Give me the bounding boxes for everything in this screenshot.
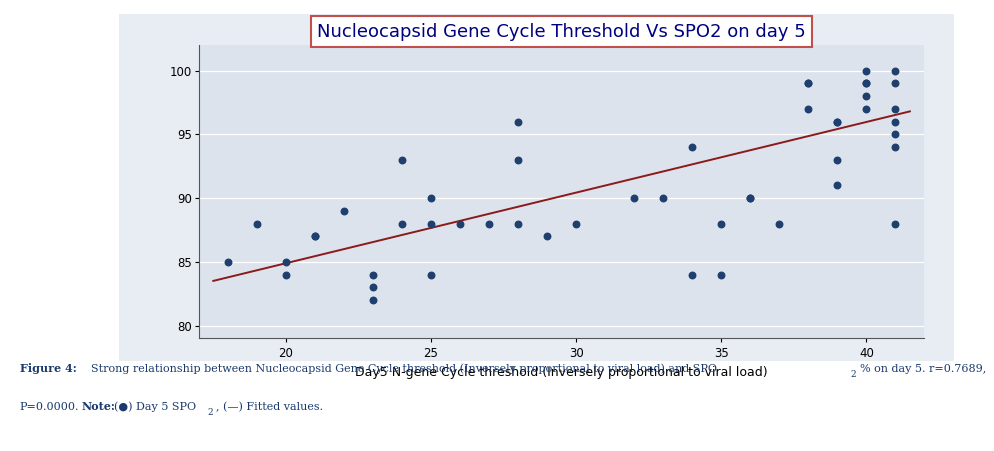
Point [481, 220, 497, 227]
Point [888, 118, 904, 125]
Point [888, 80, 904, 87]
Point [829, 156, 845, 163]
Point [743, 194, 758, 202]
Text: Strong relationship between Nucleocapsid Gene Cycle threshold (Inversely proport: Strong relationship between Nucleocapsid… [91, 364, 718, 374]
Text: (●) Day 5 SPO: (●) Day 5 SPO [114, 402, 197, 412]
Point [800, 80, 816, 87]
Point [220, 258, 236, 265]
Point [714, 220, 730, 227]
Text: , (—) Fitted values.: , (—) Fitted values. [216, 402, 323, 412]
Point [452, 220, 468, 227]
Point [307, 233, 323, 240]
Text: Note:: Note: [82, 401, 115, 412]
Point [800, 80, 816, 87]
Point [859, 80, 875, 87]
Point [336, 207, 352, 214]
Point [307, 233, 323, 240]
Point [743, 194, 758, 202]
Point [510, 118, 526, 125]
Point [365, 296, 381, 304]
Point [394, 156, 410, 163]
Point [510, 220, 526, 227]
Text: 2: 2 [208, 408, 214, 417]
Point [829, 182, 845, 189]
Point [423, 220, 439, 227]
Point [655, 194, 671, 202]
Point [248, 220, 264, 227]
Point [278, 271, 294, 278]
Point [626, 194, 642, 202]
Point [714, 271, 730, 278]
Point [888, 143, 904, 151]
Point [800, 105, 816, 112]
Point [423, 194, 439, 202]
Point [365, 284, 381, 291]
Text: % on day 5. r=0.7689,: % on day 5. r=0.7689, [860, 364, 986, 374]
X-axis label: Day5 N-gene Cycle threshold (Inversely proportional to viral load): Day5 N-gene Cycle threshold (Inversely p… [355, 366, 768, 379]
Text: 2: 2 [851, 369, 857, 378]
Point [684, 143, 700, 151]
Point [278, 258, 294, 265]
Point [510, 156, 526, 163]
Point [365, 271, 381, 278]
Point [423, 271, 439, 278]
Point [859, 67, 875, 74]
Point [829, 118, 845, 125]
Text: Figure 4:: Figure 4: [20, 363, 77, 374]
Point [829, 118, 845, 125]
Title: Nucleocapsid Gene Cycle Threshold Vs SPO2 on day 5: Nucleocapsid Gene Cycle Threshold Vs SPO… [317, 23, 806, 41]
Text: P=0.0000.: P=0.0000. [20, 402, 80, 412]
Point [888, 220, 904, 227]
Point [888, 131, 904, 138]
Point [859, 105, 875, 112]
Point [771, 220, 787, 227]
Point [859, 92, 875, 100]
Point [859, 80, 875, 87]
Point [888, 105, 904, 112]
Point [539, 233, 555, 240]
Point [394, 220, 410, 227]
Point [684, 271, 700, 278]
Point [888, 67, 904, 74]
Point [569, 220, 584, 227]
